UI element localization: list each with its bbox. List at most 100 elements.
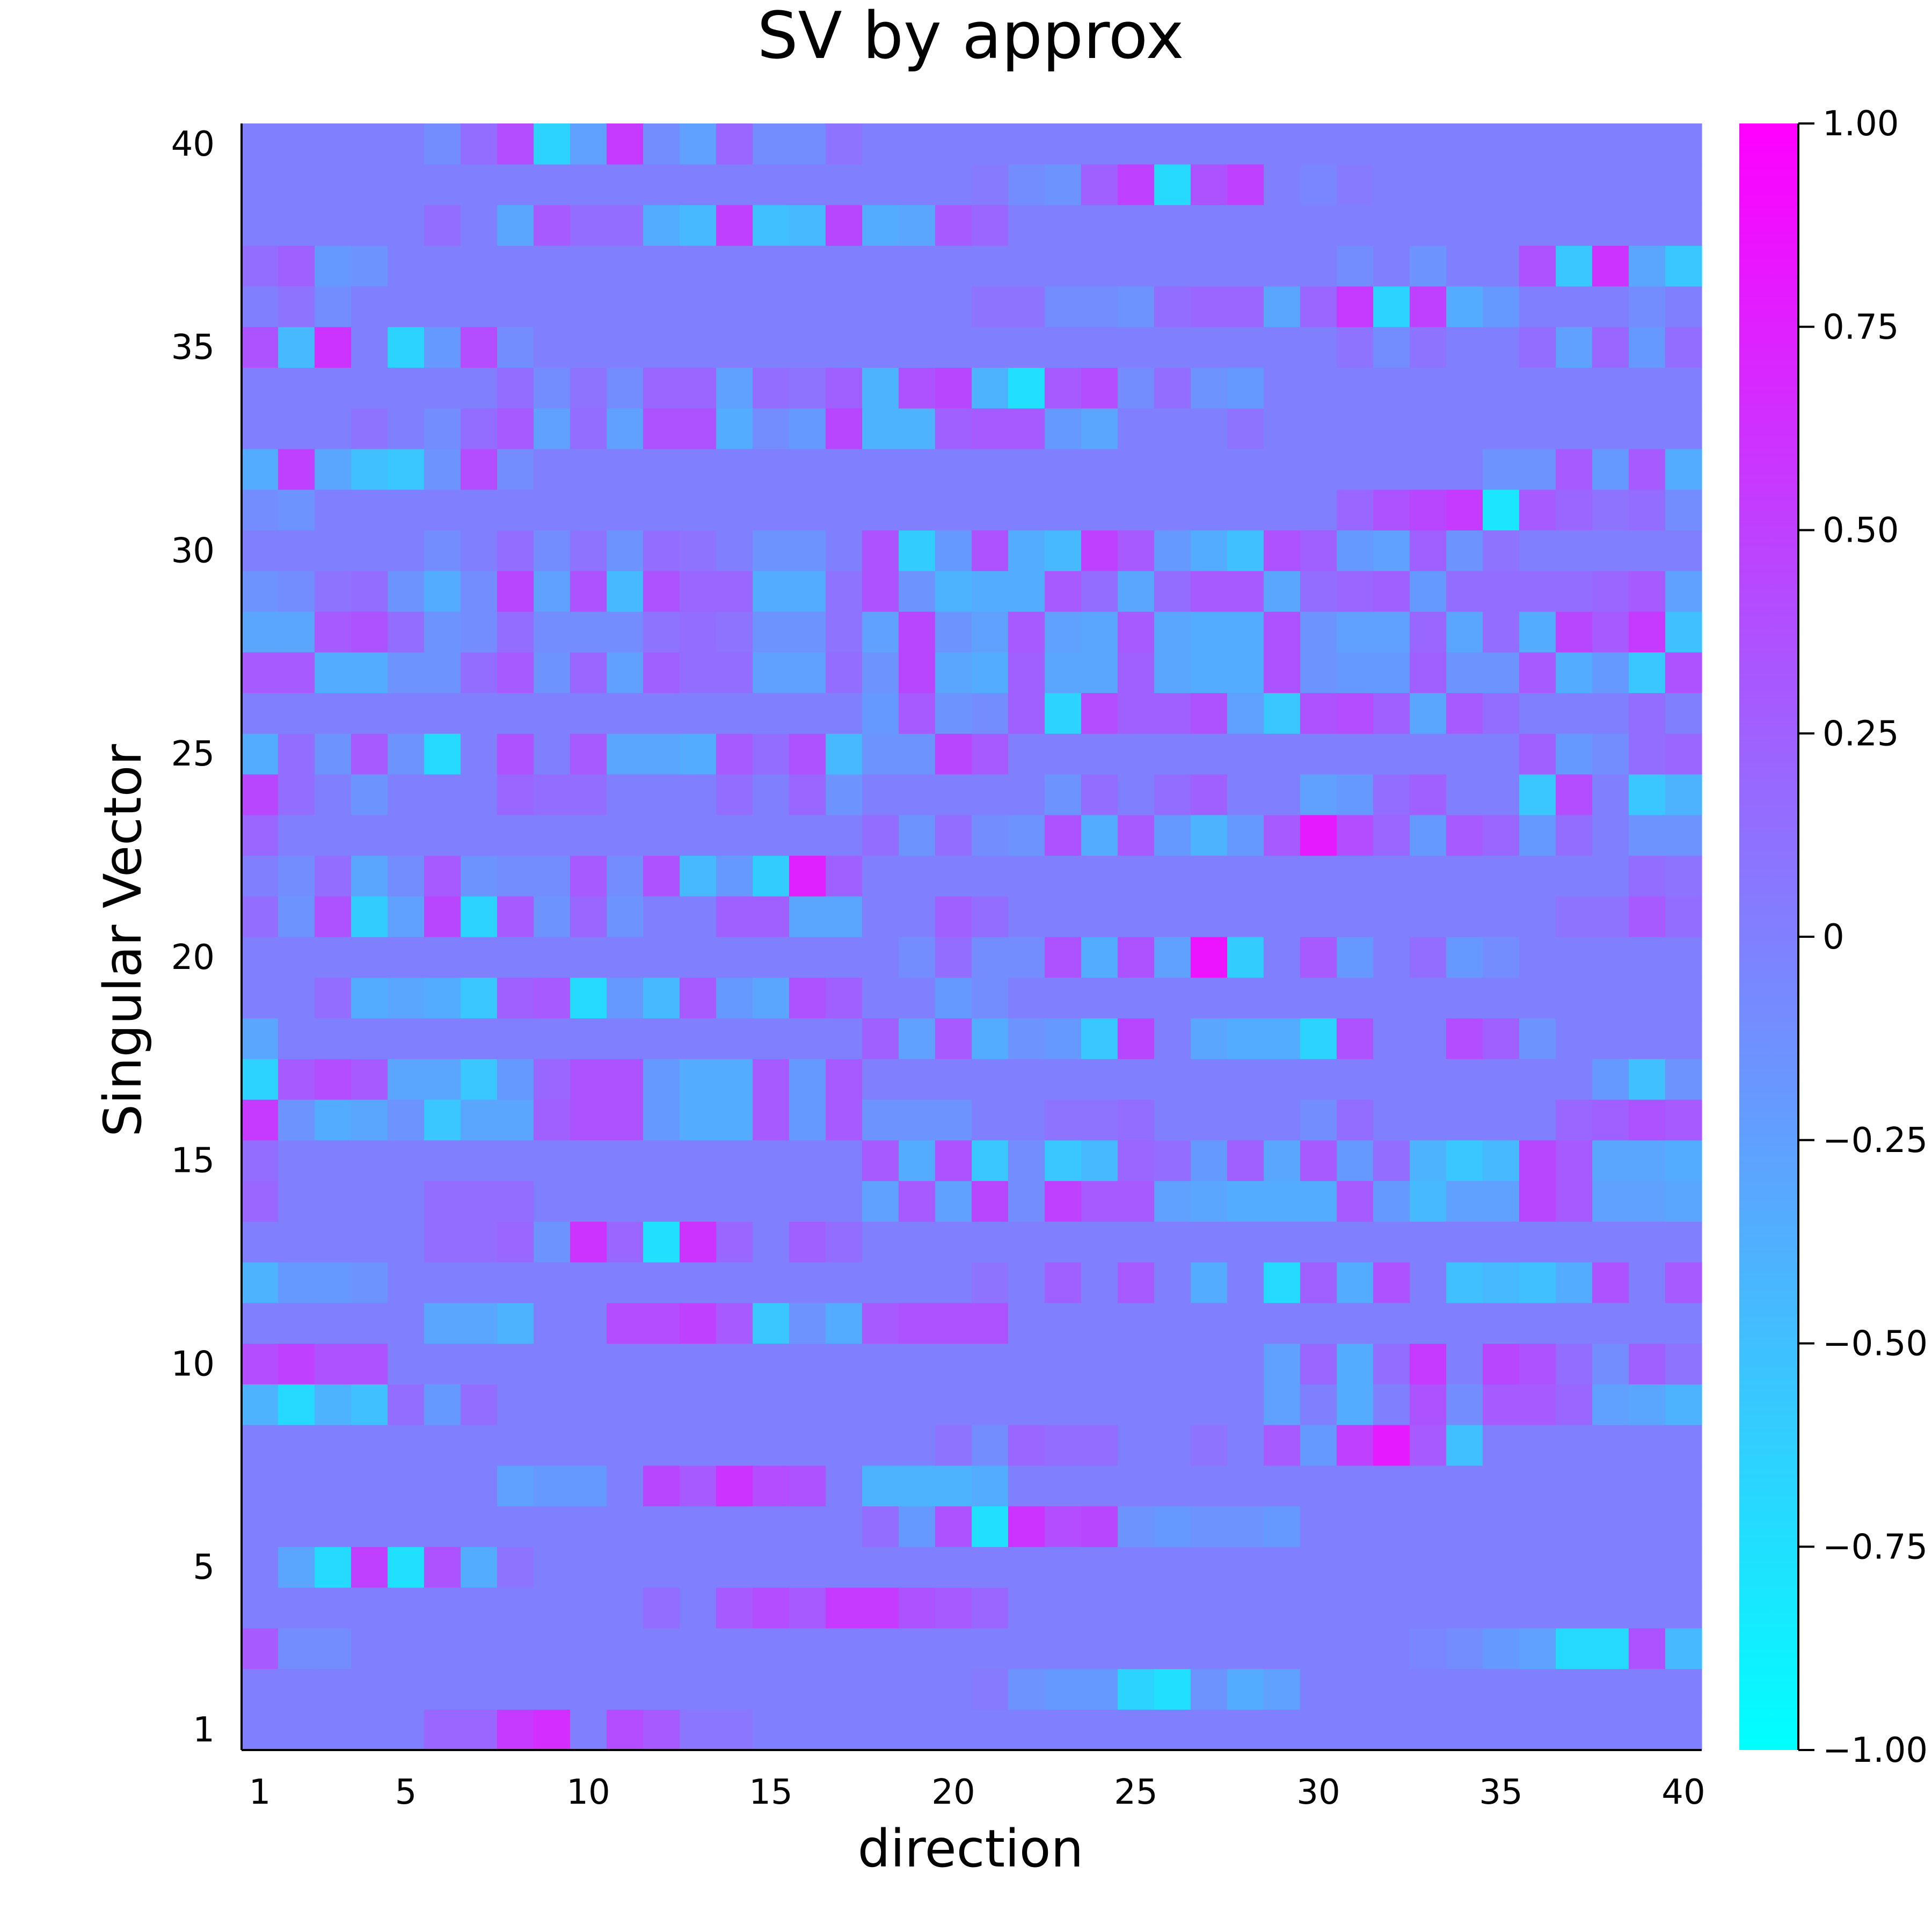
heatmap-cell: [935, 1343, 972, 1384]
heatmap-cell: [935, 1180, 972, 1222]
heatmap-cell: [1592, 245, 1629, 287]
heatmap-cell: [1519, 855, 1556, 896]
heatmap-cell: [1045, 1465, 1082, 1507]
heatmap-cell: [424, 571, 461, 612]
heatmap-cell: [1081, 855, 1118, 896]
heatmap-cell: [899, 408, 936, 449]
heatmap-cell: [826, 774, 863, 815]
heatmap-cell: [753, 530, 790, 571]
heatmap-cell: [1008, 1302, 1045, 1344]
heatmap-cell: [1446, 977, 1483, 1019]
heatmap-cell: [1483, 530, 1520, 571]
heatmap-cell: [278, 1180, 315, 1222]
heatmap-cell: [935, 164, 972, 206]
heatmap-cell: [826, 1140, 863, 1182]
heatmap-cell: [972, 1180, 1009, 1222]
heatmap-cell: [1264, 286, 1301, 327]
heatmap-cell: [1154, 326, 1191, 368]
heatmap-cell: [899, 1180, 936, 1222]
heatmap-cell: [1045, 123, 1082, 165]
heatmap-cell: [1519, 205, 1556, 246]
heatmap-cell: [826, 530, 863, 571]
heatmap-cell: [716, 1140, 753, 1182]
heatmap-cell: [1446, 1628, 1483, 1669]
heatmap-cell: [1191, 1140, 1228, 1182]
heatmap-cell: [680, 326, 717, 368]
heatmap-cell: [1446, 1262, 1483, 1303]
heatmap-cell: [972, 1547, 1009, 1588]
heatmap-cell: [607, 1425, 644, 1466]
heatmap-cell: [278, 367, 315, 409]
heatmap-cell: [1008, 1465, 1045, 1507]
heatmap-cell: [278, 1709, 315, 1751]
heatmap-cell: [242, 1668, 279, 1710]
heatmap-cell: [1227, 977, 1264, 1019]
heatmap-cell: [351, 1018, 388, 1059]
heatmap-cell: [461, 611, 498, 653]
heatmap-cell: [1118, 286, 1155, 327]
heatmap-cell: [1665, 1180, 1702, 1222]
heatmap-cell: [1264, 692, 1301, 734]
heatmap-cell: [315, 1547, 352, 1588]
heatmap-cell: [1154, 1099, 1191, 1141]
heatmap-cell: [1410, 1587, 1447, 1629]
heatmap-cell: [278, 1587, 315, 1629]
heatmap-cell: [680, 1628, 717, 1669]
heatmap-cell: [388, 326, 425, 368]
heatmap-cell: [1592, 1099, 1629, 1141]
heatmap-cell: [1264, 814, 1301, 856]
heatmap-cell: [1227, 489, 1264, 531]
heatmap-cell: [972, 1343, 1009, 1384]
heatmap-cell: [1373, 367, 1410, 409]
heatmap-cell: [315, 1018, 352, 1059]
heatmap-cell: [1008, 286, 1045, 327]
heatmap-cell: [899, 1628, 936, 1669]
heatmap-cell: [1446, 164, 1483, 206]
heatmap-cell: [1300, 123, 1337, 165]
heatmap-cell: [1410, 937, 1447, 978]
heatmap-cell: [570, 774, 607, 815]
heatmap-cell: [497, 1302, 534, 1344]
heatmap-cell: [534, 1180, 571, 1222]
heatmap-cell: [643, 1506, 680, 1547]
heatmap-cell: [424, 408, 461, 449]
heatmap-cell: [278, 205, 315, 246]
heatmap-cell: [351, 1221, 388, 1263]
heatmap-cell: [826, 814, 863, 856]
heatmap-cell: [607, 408, 644, 449]
heatmap-cell: [570, 571, 607, 612]
heatmap-cell: [1081, 977, 1118, 1019]
heatmap-cell: [643, 855, 680, 896]
heatmap-cell: [862, 164, 899, 206]
heatmap-cell: [680, 286, 717, 327]
heatmap-cell: [1154, 1709, 1191, 1751]
heatmap-cell: [278, 408, 315, 449]
heatmap-cell: [570, 1059, 607, 1100]
heatmap-cell: [497, 855, 534, 896]
heatmap-cell: [1410, 164, 1447, 206]
heatmap-cell: [1227, 692, 1264, 734]
heatmap-cell: [862, 1140, 899, 1182]
heatmap-cell: [315, 937, 352, 978]
heatmap-cell: [1337, 937, 1374, 978]
heatmap-cell: [1154, 652, 1191, 694]
heatmap-cell: [424, 1099, 461, 1141]
heatmap-cell: [351, 286, 388, 327]
x-tick-label: 35: [1479, 1773, 1522, 1812]
heatmap-cell: [1227, 937, 1264, 978]
heatmap-cell: [789, 1628, 826, 1669]
heatmap-cell: [1373, 1709, 1410, 1751]
heatmap-cell: [1592, 1425, 1629, 1466]
heatmap-cell: [424, 1547, 461, 1588]
heatmap-cell: [1556, 611, 1593, 653]
heatmap-cell: [753, 1302, 790, 1344]
heatmap-cell: [899, 855, 936, 896]
heatmap-cell: [1300, 164, 1337, 206]
heatmap-cell: [1227, 1547, 1264, 1588]
heatmap-cell: [1081, 245, 1118, 287]
heatmap-cell: [1118, 1059, 1155, 1100]
heatmap-cell: [1008, 164, 1045, 206]
heatmap-cell: [862, 1262, 899, 1303]
heatmap-cell: [278, 164, 315, 206]
heatmap-cell: [1519, 937, 1556, 978]
